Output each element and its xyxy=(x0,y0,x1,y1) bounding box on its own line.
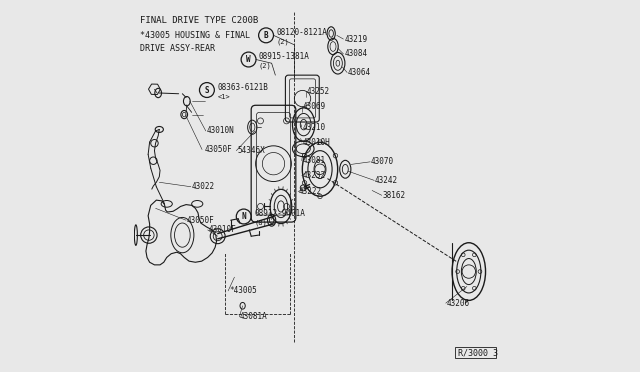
Text: S: S xyxy=(205,86,209,94)
Text: 43010H: 43010H xyxy=(303,138,330,147)
Text: W: W xyxy=(246,55,251,64)
Text: 43232: 43232 xyxy=(303,171,326,180)
Text: 43252: 43252 xyxy=(307,87,330,96)
Text: 08912-9401A: 08912-9401A xyxy=(254,209,305,218)
Text: 43222: 43222 xyxy=(299,187,322,196)
Text: 43070: 43070 xyxy=(371,157,394,166)
Text: 43064: 43064 xyxy=(348,68,371,77)
Text: DRIVE ASSY-REAR: DRIVE ASSY-REAR xyxy=(140,44,214,53)
Text: (2): (2) xyxy=(276,39,289,45)
Text: 43242: 43242 xyxy=(375,176,398,185)
Text: *43005: *43005 xyxy=(229,286,257,295)
Text: 43081A: 43081A xyxy=(240,312,268,321)
Text: 08915-1381A: 08915-1381A xyxy=(259,52,310,61)
Text: 43022: 43022 xyxy=(191,182,215,191)
Text: 43069: 43069 xyxy=(303,102,326,110)
Text: 43219: 43219 xyxy=(344,35,367,44)
Text: 43210: 43210 xyxy=(303,123,326,132)
Text: 43010N: 43010N xyxy=(207,126,234,135)
Text: 43010F: 43010F xyxy=(209,225,236,234)
Text: 43081: 43081 xyxy=(303,156,326,165)
Text: FINAL DRIVE TYPE C200B: FINAL DRIVE TYPE C200B xyxy=(140,16,258,25)
Text: 54346X: 54346X xyxy=(237,146,265,155)
Text: (8): (8) xyxy=(254,220,267,227)
Text: 38162: 38162 xyxy=(383,191,406,200)
Text: 08363-6121B: 08363-6121B xyxy=(218,83,268,92)
Text: R/3000 3: R/3000 3 xyxy=(458,348,498,357)
Text: (2): (2) xyxy=(259,63,272,70)
Text: B: B xyxy=(264,31,268,40)
Text: <1>: <1> xyxy=(218,94,230,100)
Text: 43050F: 43050F xyxy=(204,145,232,154)
Text: 43206: 43206 xyxy=(447,299,470,308)
Text: 43050F: 43050F xyxy=(187,216,214,225)
Text: *43005 HOUSING & FINAL: *43005 HOUSING & FINAL xyxy=(140,31,250,40)
Text: 43084: 43084 xyxy=(344,49,367,58)
Text: N: N xyxy=(241,212,246,221)
Bar xyxy=(454,347,497,358)
Text: 08120-8121A: 08120-8121A xyxy=(276,28,327,37)
